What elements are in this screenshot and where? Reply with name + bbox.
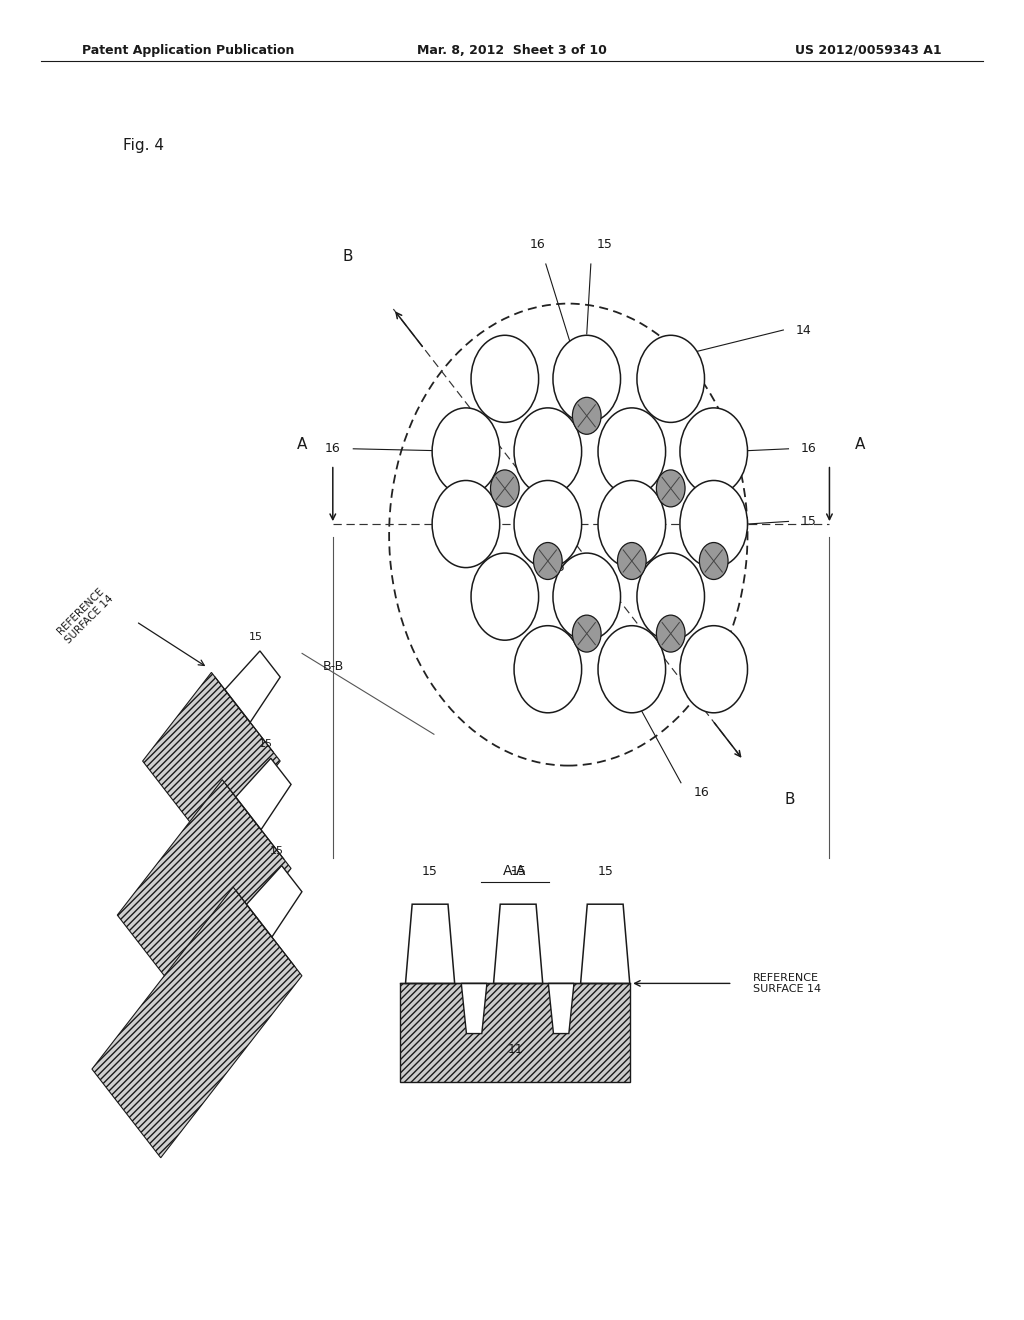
- Circle shape: [553, 335, 621, 422]
- Circle shape: [572, 615, 601, 652]
- Text: 15: 15: [510, 865, 526, 878]
- Text: 15: 15: [270, 846, 284, 857]
- Text: B: B: [342, 248, 352, 264]
- Text: A: A: [297, 437, 307, 453]
- Text: 16: 16: [693, 785, 710, 799]
- Circle shape: [699, 543, 728, 579]
- Circle shape: [656, 615, 685, 652]
- Text: REFERENCE
SURFACE 14: REFERENCE SURFACE 14: [754, 973, 821, 994]
- Circle shape: [471, 335, 539, 422]
- Polygon shape: [549, 983, 573, 1034]
- Circle shape: [598, 408, 666, 495]
- Polygon shape: [247, 866, 302, 937]
- Polygon shape: [118, 780, 291, 1003]
- Text: 16: 16: [801, 442, 817, 455]
- Circle shape: [598, 480, 666, 568]
- Circle shape: [680, 626, 748, 713]
- Polygon shape: [399, 983, 631, 1082]
- Polygon shape: [142, 672, 281, 850]
- Polygon shape: [92, 887, 302, 1158]
- Text: 16: 16: [325, 442, 341, 455]
- Text: Mar. 8, 2012  Sheet 3 of 10: Mar. 8, 2012 Sheet 3 of 10: [417, 44, 607, 57]
- Text: 16: 16: [467, 987, 481, 1001]
- Text: 14: 14: [796, 323, 812, 337]
- Circle shape: [617, 543, 646, 579]
- Circle shape: [680, 408, 748, 495]
- Polygon shape: [494, 904, 543, 983]
- Text: Patent Application Publication: Patent Application Publication: [82, 44, 294, 57]
- Text: 11: 11: [507, 1043, 523, 1056]
- Circle shape: [637, 553, 705, 640]
- Circle shape: [553, 553, 621, 640]
- Text: Fig. 4: Fig. 4: [123, 137, 164, 153]
- Polygon shape: [236, 758, 291, 830]
- Circle shape: [572, 397, 601, 434]
- Text: 15: 15: [249, 632, 262, 642]
- Text: 16: 16: [529, 238, 546, 251]
- Polygon shape: [406, 904, 455, 983]
- Circle shape: [534, 543, 562, 579]
- Text: 15: 15: [596, 238, 612, 251]
- Text: 15: 15: [259, 739, 273, 750]
- Polygon shape: [581, 904, 630, 983]
- Circle shape: [514, 408, 582, 495]
- Text: 15: 15: [422, 865, 438, 878]
- Circle shape: [514, 480, 582, 568]
- Text: 15: 15: [801, 515, 817, 528]
- Text: B-B: B-B: [323, 660, 344, 673]
- Circle shape: [432, 408, 500, 495]
- Text: 15: 15: [550, 561, 566, 574]
- Circle shape: [490, 470, 519, 507]
- Text: REFERENCE
SURFACE 14: REFERENCE SURFACE 14: [55, 585, 115, 645]
- Circle shape: [514, 626, 582, 713]
- Circle shape: [656, 470, 685, 507]
- Circle shape: [680, 480, 748, 568]
- Circle shape: [432, 480, 500, 568]
- Text: 16: 16: [554, 987, 568, 1001]
- Text: B: B: [784, 792, 795, 808]
- Circle shape: [637, 335, 705, 422]
- Circle shape: [598, 626, 666, 713]
- Polygon shape: [225, 651, 281, 722]
- Text: A-A: A-A: [504, 865, 526, 878]
- Text: US 2012/0059343 A1: US 2012/0059343 A1: [796, 44, 942, 57]
- Text: A: A: [855, 437, 865, 453]
- Circle shape: [471, 553, 539, 640]
- Text: 15: 15: [597, 865, 613, 878]
- Polygon shape: [461, 983, 487, 1034]
